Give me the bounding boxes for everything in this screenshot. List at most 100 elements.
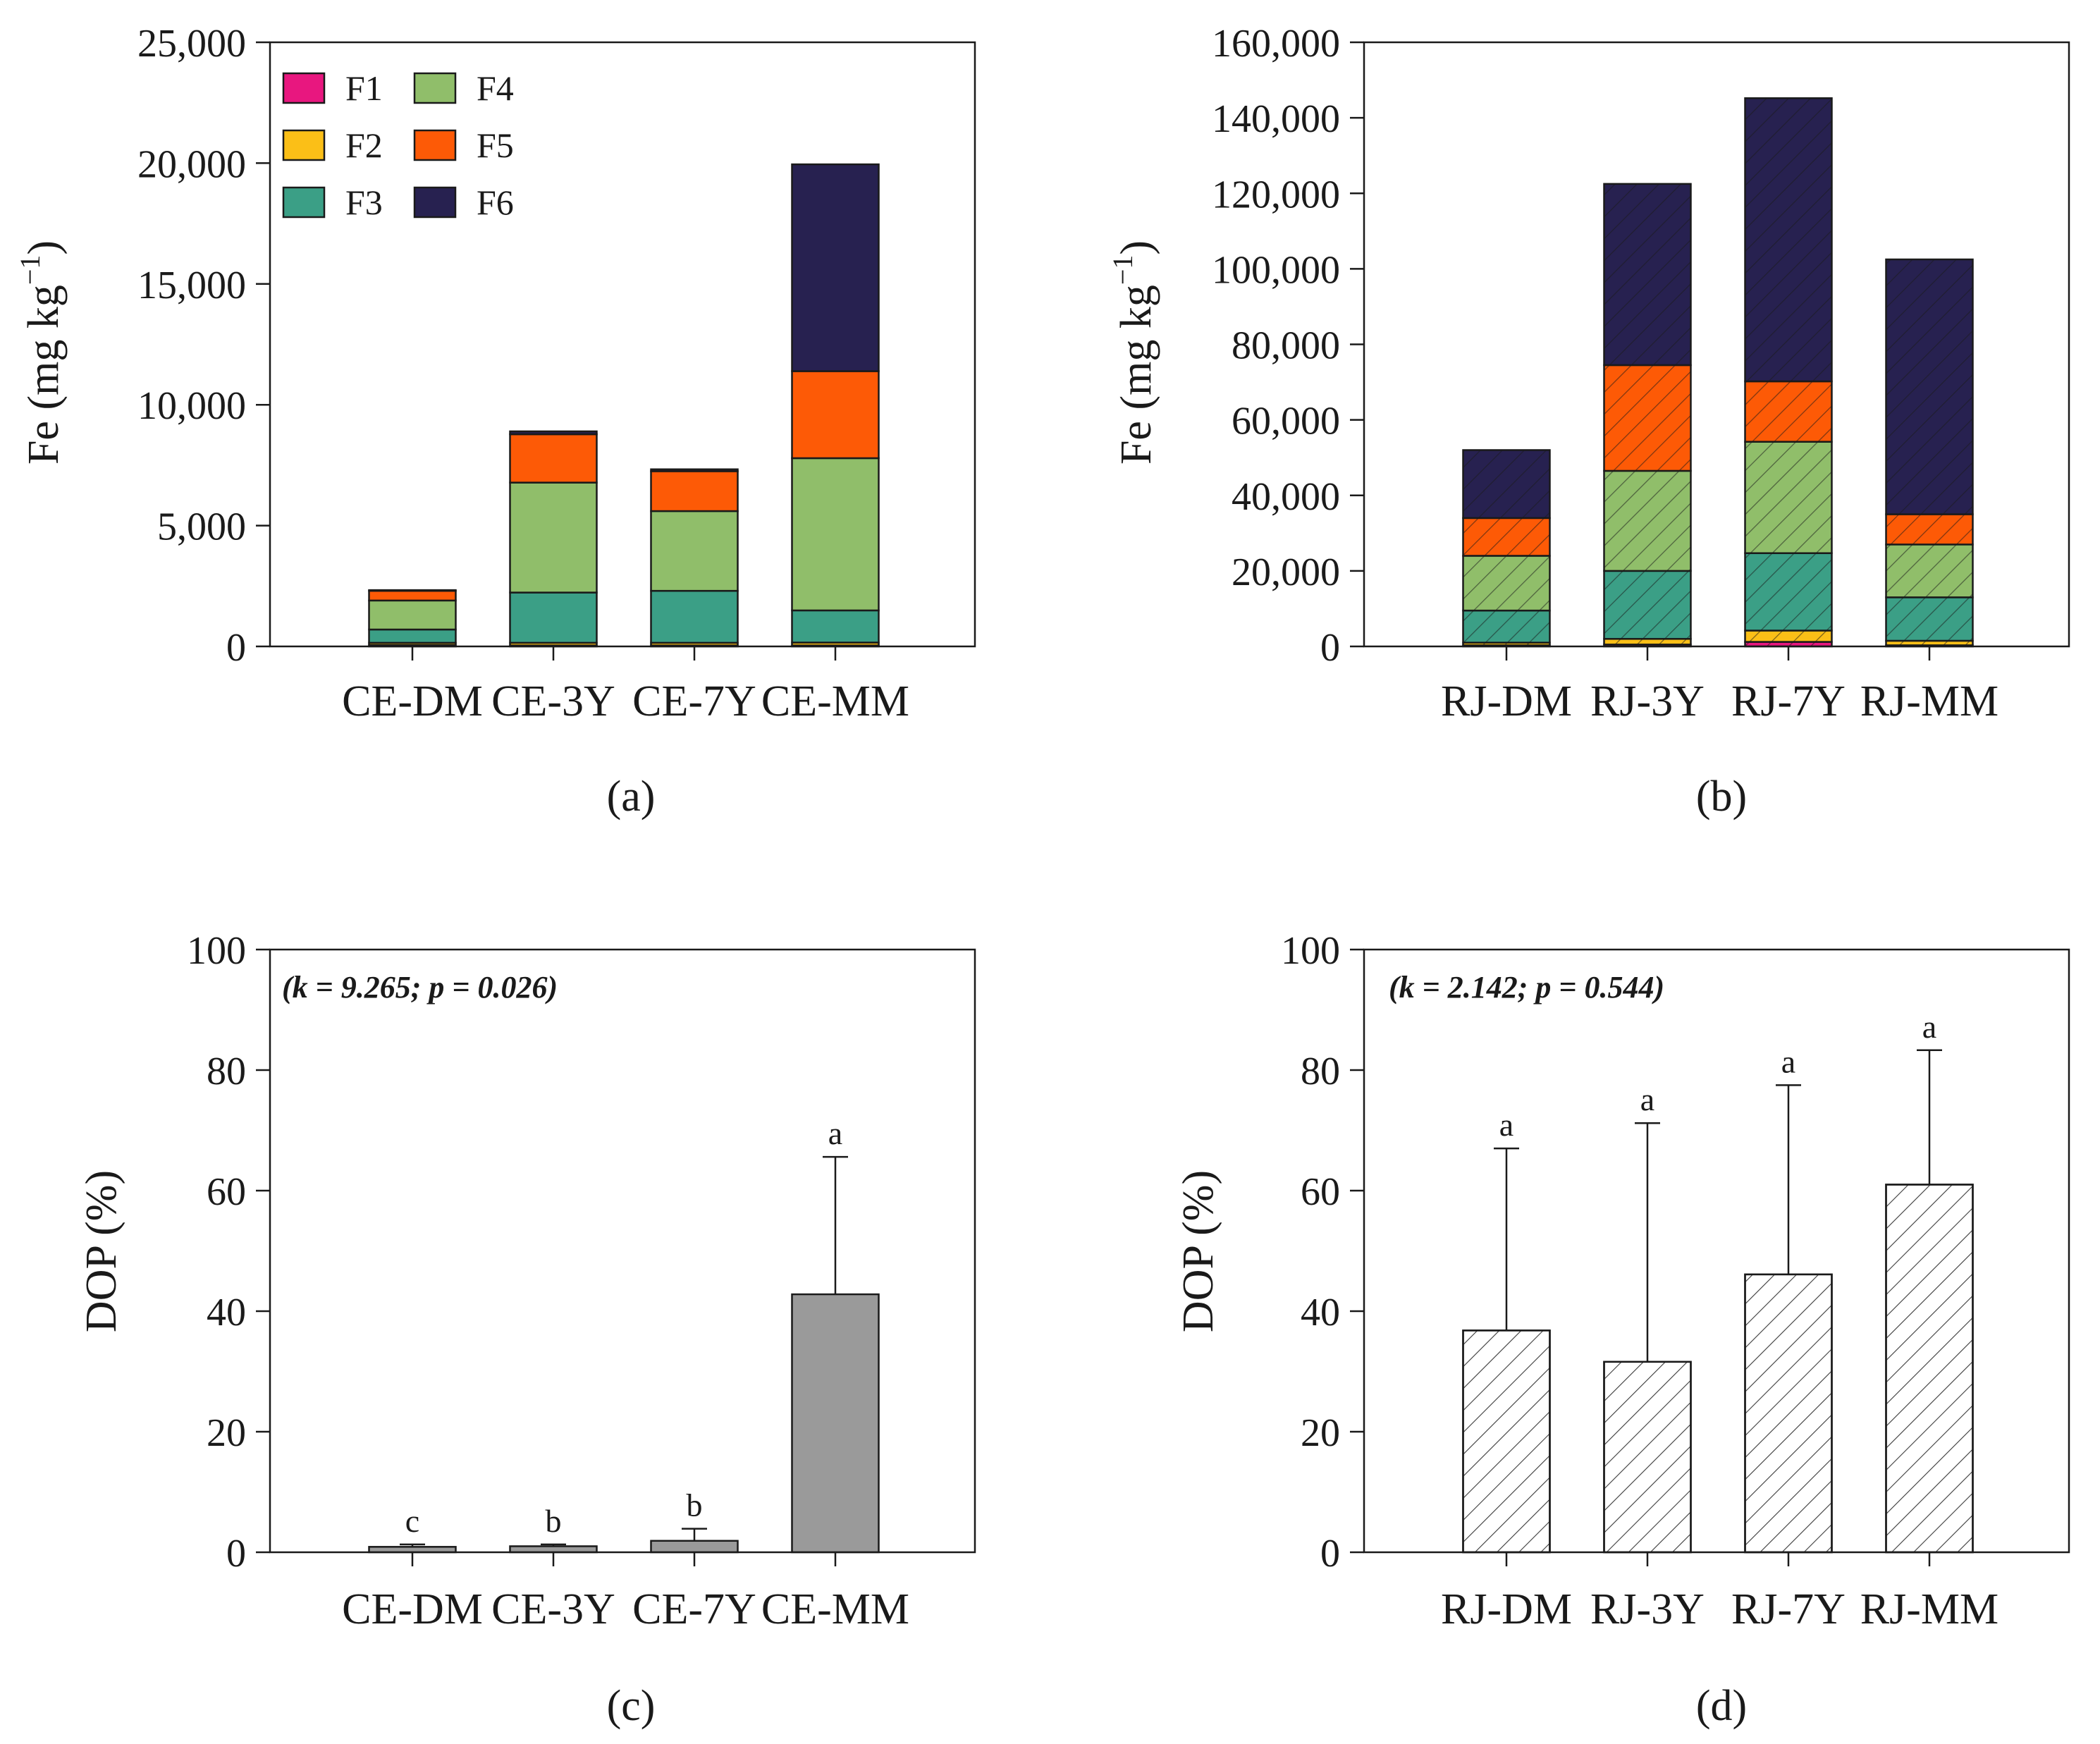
- panel-a-xtick-label-ce-dm: CE-DM: [342, 677, 483, 725]
- panel-a-label: (a): [607, 773, 656, 821]
- panel-d-ytick-label-40: 40: [1301, 1291, 1340, 1334]
- panel-b-hatch-rj-7y-f4: [1745, 441, 1832, 553]
- legend-label-f5: F5: [477, 125, 514, 165]
- panel-c-xtick-label-ce-7y: CE-7Y: [632, 1585, 756, 1633]
- panel-c-ytick-label-20: 20: [207, 1411, 246, 1455]
- panel-d-xtick-label-rj-7y: RJ-7Y: [1731, 1585, 1846, 1633]
- panel-c-y-axis-label: DOP (%): [78, 1170, 125, 1332]
- legend-swatch-f1: [282, 72, 326, 104]
- panel-d-dop-chart: a a a a 0 20 40 60 80 100 RJ-DM RJ-3Y RJ-7Y RJ-MM (d)…: [1174, 929, 2070, 1730]
- panel-d-hatch-rj-7y: [1744, 1273, 1833, 1554]
- panel-c-ytick-label-80: 80: [207, 1050, 246, 1093]
- svg-text:Fe (mg kg−1): Fe (mg kg−1): [14, 240, 68, 465]
- panel-d-letter-rj-7y: a: [1781, 1043, 1795, 1079]
- panel-d-hatch-rj-mm: [1885, 1184, 1974, 1554]
- panel-c-ytick-label-60: 60: [207, 1170, 246, 1214]
- panel-c-letter-ce-7y: b: [687, 1487, 703, 1523]
- panel-b-hatch-rj-dm-f6: [1463, 450, 1550, 518]
- panel-c-plot-frame: [269, 948, 976, 1554]
- panel-b-stacked-chart: 0 20,000 40,000 60,000 80,000 100,000 120,000 1…: [1107, 22, 2070, 821]
- legend-swatch-f6: [413, 186, 457, 219]
- panel-a-bar-ce-dm-f3: [368, 628, 457, 644]
- panel-c-ytick-label-0: 0: [226, 1532, 246, 1576]
- legend-label-f3: F3: [345, 183, 383, 222]
- panel-d-hatch-rj-dm: [1462, 1330, 1551, 1554]
- panel-a-bar-ce-mm-f5: [791, 370, 880, 460]
- panel-a-bar-ce-3y-f6: [509, 430, 598, 436]
- panel-d-letter-rj-3y: a: [1640, 1081, 1654, 1117]
- panel-c-stat: (k = 9.265; p = 0.026): [282, 970, 558, 1005]
- panel-b-hatch-rj-dm-f3: [1463, 610, 1550, 643]
- panel-a-ytick-label-25000: 25,000: [137, 22, 246, 66]
- panel-c-xtick-label-ce-3y: CE-3Y: [491, 1585, 615, 1633]
- legend-item-f3: F3: [282, 183, 383, 222]
- panel-d-xtick-label-rj-mm: RJ-MM: [1860, 1585, 1998, 1633]
- panel-d-ytick-label-80: 80: [1301, 1050, 1340, 1093]
- panel-d-stat: (k = 2.142; p = 0.544): [1389, 970, 1664, 1005]
- panel-a-ylabel-sup: −1: [14, 255, 46, 285]
- panel-c-letter-ce-mm: a: [828, 1115, 842, 1151]
- legend-item-f4: F4: [413, 68, 514, 108]
- legend-item-f5: F5: [413, 125, 514, 165]
- panel-a-bar-ce-mm-f4: [791, 457, 880, 612]
- panel-b-ylabel-text: Fe (mg kg: [1112, 285, 1160, 465]
- panel-a-bar-ce-dm-f5: [368, 589, 457, 602]
- panel-a-ytick-label-20000: 20,000: [137, 142, 246, 186]
- panel-d-ytick-label-60: 60: [1301, 1170, 1340, 1214]
- legend-swatch-f4: [413, 72, 457, 104]
- panel-a-ytick-label-15000: 15,000: [137, 264, 246, 307]
- legend: F1 F2 F3 F4 F5 F6: [282, 68, 514, 222]
- panel-a-y-axis-label: Fe (mg kg−1): [14, 240, 68, 465]
- panel-a-bar-ce-3y-f5: [509, 433, 598, 484]
- panel-b-hatch-rj-3y-f3: [1604, 570, 1691, 639]
- legend-item-f2: F2: [282, 125, 383, 165]
- panel-b-hatch-rj-7y-f2: [1745, 630, 1832, 642]
- panel-b-ylabel-close: ): [1112, 240, 1160, 255]
- panel-b-xtick-label-rj-dm: RJ-DM: [1441, 677, 1572, 725]
- panel-a-bar-ce-mm-f6: [791, 163, 880, 372]
- legend-swatch-f5: [413, 129, 457, 161]
- panel-d-ytick-label-0: 0: [1320, 1532, 1340, 1576]
- panel-a-ylabel-close: ): [20, 240, 68, 255]
- panel-b-hatch-rj-mm-f5: [1886, 514, 1973, 545]
- panel-b-xtick-label-rj-3y: RJ-3Y: [1590, 677, 1705, 725]
- panel-b-hatch-rj-3y-f6: [1604, 183, 1691, 365]
- panel-b-hatch-rj-mm-f2: [1886, 640, 1973, 646]
- legend-swatch-f3: [282, 186, 326, 219]
- panel-d-hatch-rj-3y: [1603, 1361, 1692, 1554]
- panel-c-bar-ce-3y: [509, 1545, 598, 1554]
- panel-a-bar-ce-dm-f4: [368, 599, 457, 631]
- panel-b-hatch-rj-mm-f4: [1886, 544, 1973, 598]
- panel-a-bar-ce-dm-f6: [368, 589, 457, 592]
- panel-b-xtick-label-rj-7y: RJ-7Y: [1731, 677, 1846, 725]
- panel-c-bar-ce-mm: [791, 1293, 880, 1554]
- legend-label-f2: F2: [345, 125, 383, 165]
- panel-b-hatch-rj-mm-f6: [1886, 259, 1973, 515]
- legend-swatch-f2: [282, 129, 326, 161]
- panel-d-y-axis-label: DOP (%): [1174, 1170, 1222, 1332]
- panel-a-xtick-label-ce-7y: CE-7Y: [632, 677, 756, 725]
- panel-d-plot-frame: [1363, 948, 2070, 1554]
- panel-a-bar-ce-mm-f3: [791, 609, 880, 644]
- panel-b-hatch-rj-dm-f4: [1463, 555, 1550, 611]
- panel-b-ytick-label-40000: 40,000: [1232, 475, 1340, 519]
- panel-a-bar-ce-7y-f4: [650, 510, 739, 592]
- panel-b-hatch-rj-3y-f1: [1604, 644, 1691, 646]
- panel-b-ytick-label-60000: 60,000: [1232, 400, 1340, 443]
- panel-b-hatch-rj-3y-f5: [1604, 364, 1691, 471]
- panel-b-ytick-label-80000: 80,000: [1232, 324, 1340, 368]
- panel-d-xtick-label-rj-3y: RJ-3Y: [1590, 1585, 1705, 1633]
- panel-c-letter-ce-dm: c: [405, 1503, 419, 1539]
- panel-a-xtick-label-ce-mm: CE-MM: [761, 677, 909, 725]
- panel-d-letter-rj-mm: a: [1922, 1009, 1936, 1045]
- panel-a-stacked-chart: 0 5,000 10,000 15,000 20,000 25,000 CE-DM CE-3Y…: [14, 22, 976, 821]
- panel-c-letter-ce-3y: b: [546, 1503, 562, 1539]
- panel-d-xtick-label-rj-dm: RJ-DM: [1441, 1585, 1572, 1633]
- legend-label-f1: F1: [345, 68, 383, 108]
- panel-b-ytick-label-120000: 120,000: [1212, 173, 1340, 216]
- panel-a-ytick-label-0: 0: [226, 626, 246, 670]
- panel-d-ytick-label-20: 20: [1301, 1411, 1340, 1455]
- legend-item-f6: F6: [413, 183, 514, 222]
- legend-label-f4: F4: [477, 68, 514, 108]
